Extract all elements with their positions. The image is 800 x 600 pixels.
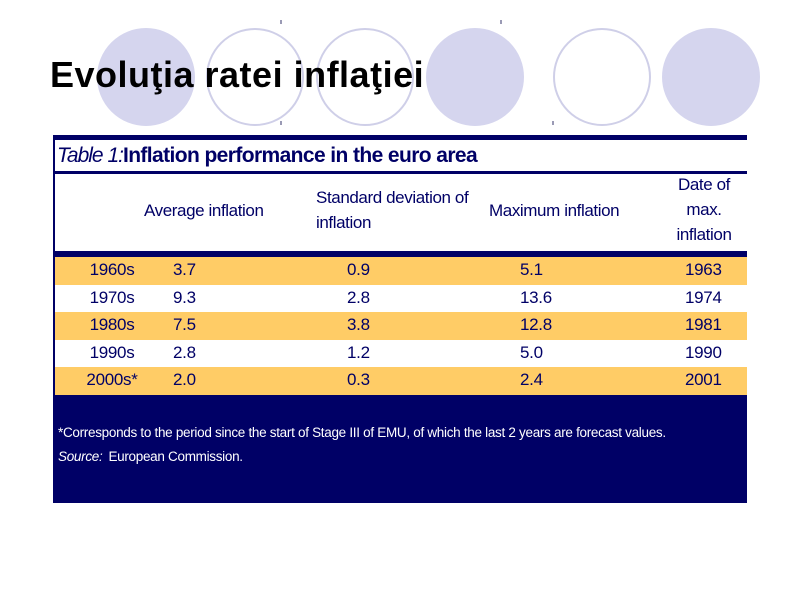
decorative-tick [500, 20, 502, 24]
header-average: Average inflation [144, 201, 264, 220]
header-date-line2: max. [686, 200, 722, 219]
source-text: European Commission. [108, 449, 243, 464]
cell-max: 5.0 [520, 342, 543, 362]
cell-date: 1974 [685, 287, 722, 307]
cell-decade: 1980s [89, 315, 135, 334]
cell-average: 2.0 [173, 370, 196, 389]
cell-date: 1963 [685, 260, 722, 279]
cell-decade: 1970s [89, 287, 135, 307]
footnote: *Corresponds to the period since the sta… [58, 425, 666, 440]
source-line: Source: European Commission. [58, 449, 243, 464]
decorative-circle [553, 28, 651, 126]
cell-max: 12.8 [520, 315, 552, 334]
decorative-circle [97, 28, 195, 126]
header-date-line3: inflation [676, 225, 732, 244]
cell-std: 0.3 [347, 370, 370, 389]
cell-average: 9.3 [173, 287, 196, 307]
caption-divider [53, 171, 747, 174]
table-row: 1980s 7.5 3.8 12.8 1981 [55, 312, 747, 340]
cell-max: 5.1 [520, 260, 543, 279]
decorative-circle [316, 28, 414, 126]
cell-average: 7.5 [173, 315, 196, 334]
decorative-tick [552, 121, 554, 125]
inflation-table: Table 1: Inflation performance in the eu… [53, 135, 747, 503]
table-row: 1960s 3.7 0.9 5.1 1963 [55, 257, 747, 285]
table-header: Average inflation Standard deviation of … [53, 174, 747, 251]
cell-std: 2.8 [347, 287, 370, 307]
cell-std: 1.2 [347, 342, 370, 362]
table-row: 2000s* 2.0 0.3 2.4 2001 [55, 367, 747, 395]
cell-date: 1990 [685, 342, 722, 362]
slide-title: Evoluţia ratei inflaţiei [50, 54, 425, 95]
table-footer: *Corresponds to the period since the sta… [53, 395, 747, 503]
cell-decade: 1990s [89, 342, 135, 362]
cell-date: 1981 [685, 315, 722, 334]
header-std-line2: inflation [316, 213, 371, 232]
decorative-tick [280, 121, 282, 125]
cell-decade: 1960s [89, 260, 135, 279]
table-left-border [53, 135, 55, 503]
cell-max: 2.4 [520, 370, 543, 389]
header-maximum: Maximum inflation [489, 201, 620, 220]
decorative-circle [206, 28, 304, 126]
decorative-tick [280, 20, 282, 24]
header-divider [53, 251, 747, 257]
decorative-circle [426, 28, 524, 126]
decorative-circle [662, 28, 760, 126]
cell-max: 13.6 [520, 287, 552, 307]
table-top-border [53, 135, 747, 140]
table-body: 1960s 3.7 0.9 5.1 1963 1970s 9.3 2.8 13.… [55, 257, 747, 395]
header-std-deviation: Standard deviation of inflation [316, 185, 469, 235]
header-date-of-max: Date of max. inflation [663, 172, 745, 247]
header-std-line1: Standard deviation of [316, 188, 469, 207]
table-caption-title: Inflation performance in the euro area [122, 143, 478, 167]
cell-std: 0.9 [347, 260, 370, 279]
source-label: Source: [58, 449, 103, 464]
cell-decade: 2000s* [86, 370, 138, 389]
cell-std: 3.8 [347, 315, 370, 334]
table-caption-label: Table 1: [57, 143, 124, 167]
cell-date: 2001 [685, 370, 722, 389]
cell-average: 3.7 [173, 260, 196, 279]
table-caption: Table 1: Inflation performance in the eu… [53, 140, 747, 171]
table-row: 1970s 9.3 2.8 13.6 1974 [55, 285, 747, 313]
header-date-line1: Date of [677, 175, 730, 194]
cell-average: 2.8 [173, 342, 196, 362]
table-row: 1990s 2.8 1.2 5.0 1990 [55, 340, 747, 368]
